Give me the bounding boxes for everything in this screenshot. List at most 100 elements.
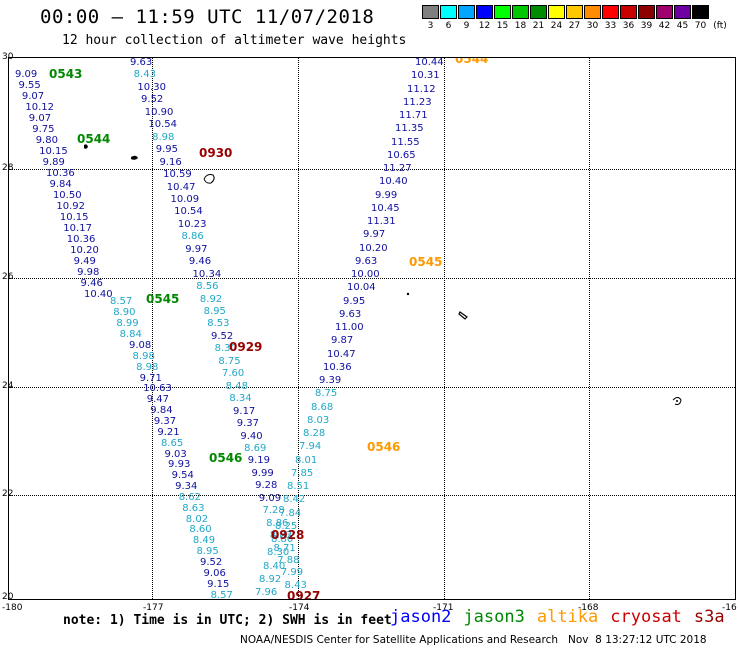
credit-line: NOAA/NESDIS Center for Satellite Applica…	[240, 634, 707, 646]
wave-height-value: 9.15	[207, 578, 230, 590]
wave-height-value: 8.86	[266, 517, 289, 529]
wave-height-value: 9.34	[175, 481, 198, 493]
wave-height-value: 9.84	[150, 405, 173, 417]
wave-height-value: 9.75	[32, 124, 55, 135]
lat-tick-label: 28	[2, 163, 14, 173]
wave-height-value: 8.68	[311, 401, 334, 413]
wave-height-value: 10.12	[25, 102, 54, 113]
lon-tick-label: -180	[2, 603, 23, 613]
wave-height-value: 8.95	[203, 306, 226, 317]
wave-height-value: 8.57	[110, 296, 133, 307]
wave-height-value: 8.56	[196, 281, 219, 293]
wave-height-value: 11.31	[367, 216, 396, 227]
scale-label: 70	[694, 21, 707, 31]
wave-height-value: 10.54	[148, 119, 178, 131]
wave-height-value: 8.53	[207, 318, 230, 330]
legend-entry-cryosat: cryosat	[610, 607, 682, 627]
wave-height-value: 10.40	[379, 176, 408, 188]
wave-height-value: 10.47	[166, 181, 196, 193]
scale-swatch	[674, 5, 691, 19]
scale-swatch	[548, 5, 565, 19]
wave-height-value: 8.86	[181, 231, 204, 243]
wave-height-value: 10.92	[56, 201, 86, 212]
wave-height-value: 8.34	[229, 393, 252, 405]
wave-height-value: 8.63	[182, 502, 205, 514]
wave-height-value: 8.92	[259, 573, 282, 585]
wave-height-value: 10.31	[411, 70, 440, 82]
wave-height-value: 10.30	[137, 81, 166, 93]
gridline-lon	[589, 58, 590, 599]
wave-height-value: 7.84	[279, 507, 302, 519]
wave-height-value: 9.99	[375, 189, 398, 201]
wave-height-value: 10.45	[371, 202, 400, 214]
wave-height-value: 8.71	[273, 542, 296, 554]
chart-title: 00:00 – 11:59 UTC 11/07/2018	[40, 6, 375, 28]
pass-time-label: 0544	[77, 132, 111, 146]
scale-label: 39	[640, 21, 653, 31]
wave-height-value: 9.47	[146, 394, 170, 406]
wave-height-value: 9.40	[240, 430, 263, 442]
wave-height-value: 8.42	[283, 494, 306, 506]
lat-tick-label: 20	[2, 592, 14, 602]
legend-entry-jason2: jason2	[390, 607, 452, 627]
wave-height-value: 8.83	[269, 530, 293, 542]
lon-tick-label: -177	[143, 603, 164, 613]
wave-height-value: 8.48	[225, 380, 248, 392]
wave-height-value: 9.95	[155, 144, 179, 156]
lat-tick-label: 24	[2, 381, 14, 391]
gridline-lat	[9, 495, 735, 496]
wave-height-value: 10.47	[327, 348, 356, 360]
pass-time-label: 0545	[409, 255, 443, 269]
wave-height-value: 8.99	[116, 318, 139, 329]
wave-height-value: 10.65	[387, 149, 416, 161]
wave-height-value: 9.52	[200, 557, 223, 568]
footnote: note: 1) Time is in UTC; 2) SWH is in fe…	[63, 613, 392, 628]
gridline-lon	[152, 58, 153, 599]
wave-height-value: 8.75	[218, 355, 241, 367]
wave-height-value: 10.17	[63, 223, 92, 234]
wave-height-value: 11.12	[407, 83, 436, 95]
wave-height-value: 11.35	[395, 123, 424, 135]
wave-height-value: 8.60	[189, 524, 212, 536]
wave-height-value: 10.40	[84, 289, 113, 300]
wave-height-value: 9.63	[339, 308, 362, 320]
island-shape	[406, 292, 410, 296]
gridline-lon	[298, 58, 299, 599]
legend-entry-s3a: s3a	[693, 607, 725, 627]
wave-height-value: 8.30	[214, 343, 237, 355]
pass-time-label: 0546	[367, 440, 401, 454]
wave-height-value: 9.52	[141, 94, 164, 106]
wave-height-value: 10.04	[347, 282, 376, 294]
scale-swatch	[440, 5, 457, 19]
scale-label: 12	[478, 21, 491, 31]
scale-swatch	[638, 5, 655, 19]
scale-label: 36	[622, 21, 635, 31]
wave-height-value: 10.63	[143, 383, 172, 395]
wave-height-value: 8.98	[132, 350, 155, 362]
wave-height-value: 9.03	[164, 448, 187, 460]
wave-height-value: 9.99	[251, 467, 274, 479]
lon-tick-label: -16	[722, 603, 737, 613]
wave-height-value: 8.03	[307, 414, 330, 426]
gridline-lat	[9, 387, 735, 388]
wave-height-value: 9.54	[171, 470, 194, 482]
wave-height-value: 9.37	[236, 418, 259, 430]
wave-height-value: 10.23	[177, 218, 207, 230]
lat-tick-label: 22	[2, 489, 14, 499]
wave-height-value: 8.75	[315, 388, 338, 400]
map-panel[interactable]: 9.09 9.55 9.07 10.12 9.07 9.75 9.80 10.15 9.89 10…	[8, 57, 736, 600]
wave-height-value: 9.16	[159, 156, 182, 168]
lon-tick-label: -174	[289, 603, 310, 613]
scale-swatch	[530, 5, 547, 19]
pass-time-label: 0543	[49, 67, 83, 81]
scale-label: 33	[604, 21, 617, 31]
scale-unit: (ft)	[713, 21, 727, 31]
wave-height-value: 8.40	[263, 560, 286, 572]
wave-height-value: 8.01	[295, 454, 318, 466]
wave-height-value: 9.46	[80, 278, 103, 289]
wave-height-value: 9.21	[157, 426, 180, 438]
wave-height-value: 8.30	[267, 547, 290, 559]
wave-height-value: 10.00	[351, 269, 380, 280]
pass-time-label: 0928	[271, 528, 305, 542]
pass-time-label: 0927	[287, 589, 321, 600]
